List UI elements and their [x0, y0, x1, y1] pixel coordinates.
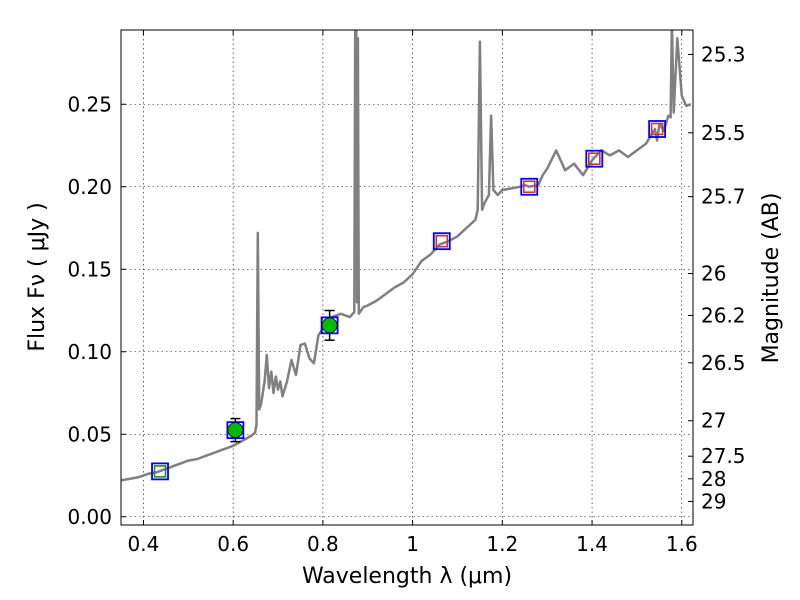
- y-tick-label: 0.00: [67, 505, 112, 529]
- magnitude-tick-label: 26.5: [701, 351, 746, 375]
- model-box-marker: [151, 462, 169, 481]
- bandpass-marker: [522, 180, 536, 194]
- bandpass-marker: [153, 465, 167, 478]
- x-tick-label: 0.6: [217, 532, 249, 556]
- magnitude-tick-label: 25.7: [701, 185, 746, 209]
- model-box-marker: [520, 177, 539, 196]
- bandpass-marker: [588, 152, 601, 165]
- bandpass-marker: [650, 122, 664, 136]
- model-box-marker: [585, 149, 604, 168]
- plot-area: [121, 30, 692, 482]
- model-box-marker: [648, 120, 667, 138]
- x-tick-label: 0.8: [307, 532, 339, 556]
- magnitude-tick-label: 25.5: [701, 121, 746, 145]
- x-axis-label: Wavelength λ (μm): [302, 564, 512, 589]
- grid: [121, 30, 693, 525]
- y-axis-label-magnitude: Magnitude (AB): [759, 193, 784, 364]
- magnitude-tick-label: 26.2: [701, 303, 746, 327]
- magnitude-tick-label: 26: [701, 262, 726, 286]
- x-tick-label: 1.2: [486, 532, 518, 556]
- y-tick-label: 0.15: [67, 257, 112, 281]
- magnitude-tick-label: 27: [701, 409, 726, 433]
- magnitude-tick-label: 29: [701, 489, 726, 513]
- plot-frame: [120, 29, 694, 526]
- y-tick-label: 0.05: [67, 422, 112, 446]
- x-tick-label: 0.4: [128, 532, 160, 556]
- photometry-point: [321, 317, 338, 334]
- x-tick-label: 1.6: [666, 532, 698, 556]
- magnitude-tick-label: 25.3: [701, 42, 746, 66]
- magnitude-tick-label: 27.5: [701, 444, 746, 468]
- y-tick-label: 0.10: [67, 340, 112, 364]
- x-axis: 0.4 0.6 0.8 1 1.2 1.4 1.6: [128, 30, 698, 556]
- model-box-marker: [432, 232, 451, 251]
- model-box-marker: [320, 316, 339, 335]
- photometry-point: [227, 422, 244, 439]
- y-tick-label: 0.25: [67, 92, 112, 116]
- model-box-marker: [226, 421, 245, 440]
- x-tick-label: 1.4: [576, 532, 608, 556]
- y-tick-label: 0.20: [67, 175, 112, 199]
- x-tick-label: 1: [406, 532, 419, 556]
- y-axis-label-flux: Flux Fν ( μJy ): [25, 202, 50, 351]
- magnitude-tick-label: 28: [701, 467, 726, 491]
- bandpass-marker: [435, 234, 449, 248]
- y-axis-flux: 0.00 0.05 0.10 0.15 0.20 0.25: [67, 92, 126, 529]
